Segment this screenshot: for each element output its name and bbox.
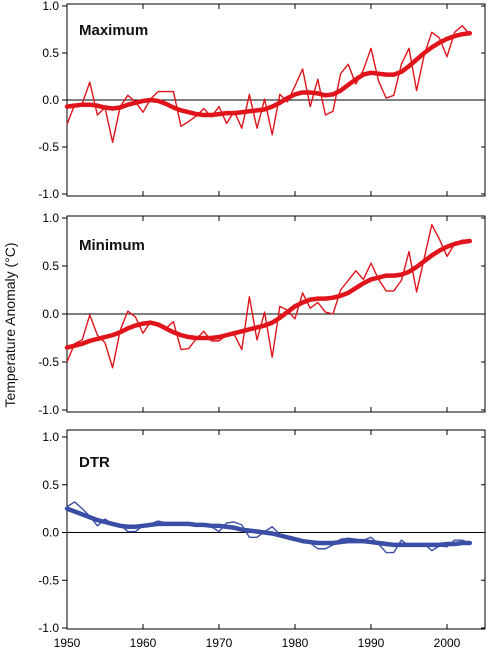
y-tick-label: 0.5 xyxy=(42,259,59,273)
y-tick-label: -0.5 xyxy=(38,140,59,154)
series-smoothed-line xyxy=(64,238,473,350)
panel-title: Minimum xyxy=(79,237,145,254)
y-tick-label: -0.5 xyxy=(38,355,59,369)
y-tick-label: 0.0 xyxy=(42,526,59,540)
series-smoothed-line xyxy=(64,31,473,118)
x-tick-label: 1950 xyxy=(54,636,81,650)
panel-title: DTR xyxy=(79,454,110,471)
x-tick-label: 1990 xyxy=(358,636,385,650)
y-tick-label: 0.0 xyxy=(42,307,59,321)
y-tick-label: 1.0 xyxy=(42,0,59,13)
y-tick-label: -1.0 xyxy=(38,403,59,417)
y-tick-label: -1.0 xyxy=(38,621,59,635)
y-tick-label: 0.5 xyxy=(42,46,59,60)
panel-maximum: -1.0 -0.5 0.0 0.5 1.0 Maximum xyxy=(38,0,486,201)
y-tick-label: 1.0 xyxy=(42,211,59,225)
panels-group: -1.0 -0.5 0.0 0.5 1.0 Maximum -1.0 -0.5 0.0 0.5 1.… xyxy=(38,0,486,650)
panel-title: Maximum xyxy=(79,22,148,39)
series-smoothed-line xyxy=(64,506,473,548)
y-tick-label: 0.5 xyxy=(42,478,59,492)
y-axis-label: Temperature Anomaly (°C) xyxy=(2,242,18,407)
x-tick-label: 1980 xyxy=(282,636,309,650)
x-tick-label: 2000 xyxy=(434,636,461,650)
x-tick-label: 1960 xyxy=(130,636,157,650)
panel-minimum: -1.0 -0.5 0.0 0.5 1.0 Minimum xyxy=(38,211,486,417)
series-annual-line xyxy=(66,501,471,554)
plot-frame xyxy=(66,429,486,630)
y-tick-label: -1.0 xyxy=(38,187,59,201)
y-tick-label: 1.0 xyxy=(42,430,59,444)
y-tick-label: 0.0 xyxy=(42,93,59,107)
y-tick-label: -0.5 xyxy=(38,573,59,587)
x-tick-label: 1970 xyxy=(206,636,233,650)
series-annual-line xyxy=(66,25,471,144)
panel-dtr: -1.0 -0.5 0.0 0.5 1.0 DTR 1950 1960 1970 1980 1990… xyxy=(38,429,486,650)
